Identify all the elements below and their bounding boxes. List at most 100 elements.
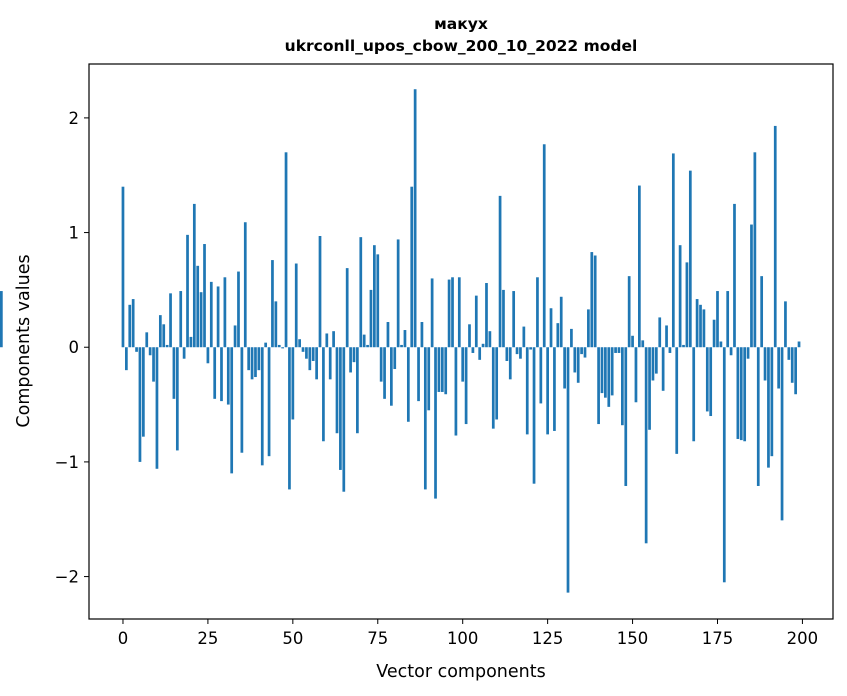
bar (233, 325, 237, 348)
bar (604, 347, 607, 398)
bar (427, 347, 431, 411)
y-tick-label: −2 (55, 568, 79, 587)
bar (247, 347, 251, 371)
bar (250, 347, 254, 380)
bar (393, 347, 397, 370)
bar (420, 322, 424, 348)
bar (624, 347, 628, 486)
bar (322, 347, 325, 442)
bar (787, 347, 791, 360)
bar (753, 152, 757, 348)
bar (661, 347, 665, 391)
bar (196, 265, 200, 348)
bar (356, 347, 359, 434)
bar (189, 336, 193, 348)
bar (631, 335, 634, 348)
bar (794, 347, 797, 395)
bar (277, 344, 281, 348)
bar (508, 347, 512, 380)
y-tick-label: 1 (69, 224, 80, 243)
bar (695, 299, 699, 348)
bar (209, 281, 213, 348)
bar (559, 296, 563, 348)
bar (593, 255, 597, 348)
x-tick-label: 100 (447, 629, 479, 648)
bar (148, 347, 152, 356)
bar (468, 324, 471, 348)
bar (291, 347, 295, 420)
bar (349, 347, 352, 373)
bar (199, 292, 203, 348)
bar (359, 237, 363, 348)
bar (553, 347, 556, 431)
bar (675, 347, 679, 454)
bar (383, 347, 386, 399)
bar (305, 347, 308, 359)
plot-frame (88, 63, 834, 620)
bar (702, 309, 706, 348)
bar (281, 347, 284, 349)
bar (471, 347, 475, 353)
bar (756, 347, 760, 486)
bar (369, 289, 373, 348)
chart-title: макух (434, 15, 488, 33)
bar (440, 347, 444, 392)
bar (498, 195, 502, 348)
bar (264, 342, 268, 348)
bar (688, 170, 692, 348)
bar (590, 252, 594, 348)
bar (709, 347, 713, 417)
bar (587, 309, 590, 348)
bar (763, 347, 767, 381)
x-tick-label: 175 (702, 629, 734, 648)
bar (736, 347, 740, 439)
bar-series (0, 89, 801, 593)
bar (525, 347, 529, 435)
bar (519, 347, 522, 359)
bar (743, 347, 747, 442)
bar (502, 289, 505, 348)
bar (685, 262, 689, 348)
bar (780, 347, 784, 521)
bar (784, 301, 787, 348)
bar (712, 319, 716, 348)
bar (339, 347, 342, 470)
bar (739, 347, 743, 441)
bar (485, 283, 488, 348)
bar (237, 271, 240, 348)
bar (597, 347, 600, 425)
bar (294, 263, 298, 348)
bar (145, 332, 149, 348)
bar (406, 347, 410, 422)
bar (379, 347, 383, 382)
bar (332, 331, 335, 348)
bar (223, 277, 227, 348)
bar (345, 268, 349, 348)
x-tick-label: 125 (532, 629, 564, 648)
bar (298, 339, 301, 348)
bar (267, 347, 271, 457)
bar (529, 347, 532, 350)
bar (206, 347, 210, 364)
bar (444, 347, 448, 395)
bar (777, 347, 780, 389)
chart-subtitle: ukrconll_upos_cbow_200_10_2022 model (285, 37, 638, 55)
bar (434, 347, 437, 499)
bar (549, 308, 553, 348)
bar (142, 347, 145, 437)
x-axis-ticks: 0 25 50 75 100 125 150 175 200 (118, 619, 818, 648)
bar (773, 125, 777, 348)
bar (665, 325, 668, 348)
bar (417, 347, 420, 402)
bar (617, 347, 621, 353)
bar (451, 277, 454, 348)
bar (610, 347, 614, 396)
bar (216, 286, 220, 348)
bar (658, 317, 662, 348)
bar (536, 277, 539, 348)
bar (352, 347, 356, 363)
bar (186, 234, 189, 348)
bar (179, 291, 183, 348)
bar (165, 344, 169, 348)
bar (131, 299, 135, 348)
